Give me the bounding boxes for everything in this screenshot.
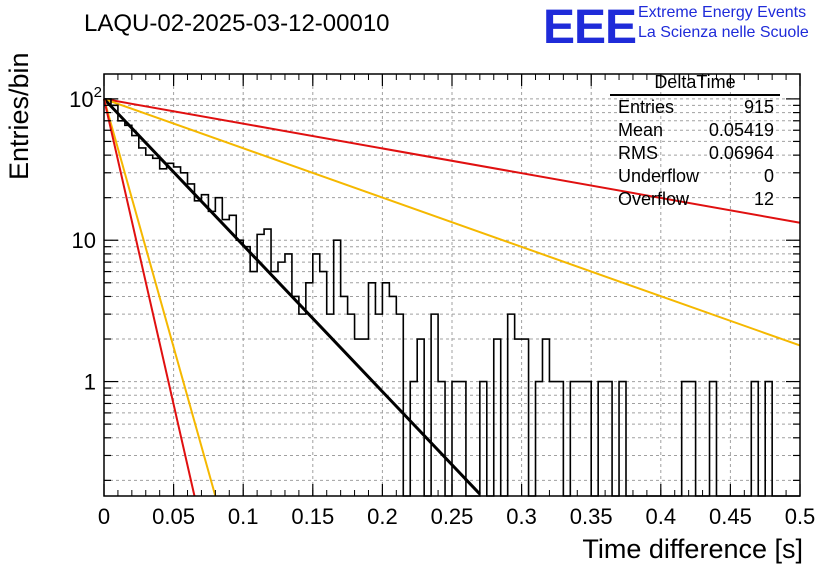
- stats-row-rms: RMS 0.06964: [612, 142, 780, 165]
- stats-label: Underflow: [618, 166, 700, 186]
- logo-subtitle-2: La Scienza nelle Scuole: [638, 24, 809, 41]
- x-tick-label: 0.15: [291, 504, 334, 529]
- x-axis-label: Time difference [s]: [582, 534, 803, 564]
- stats-row-overflow: Overflow 12: [612, 188, 780, 211]
- stats-value: 0.05419: [708, 120, 774, 140]
- stats-label: Entries: [618, 97, 675, 117]
- x-tick-label: 0.45: [709, 504, 752, 529]
- fit-line-orange: [103, 97, 801, 347]
- x-tick-label: 0.3: [506, 504, 537, 529]
- fit-line-orange: [103, 98, 217, 497]
- y-tick-label: 1: [84, 370, 96, 395]
- stats-box: DeltaTime Entries 915 Mean 0.05419 RMS 0…: [610, 72, 780, 211]
- y-tick-label: 102: [69, 84, 102, 112]
- x-tick-labels: 0 0.05 0.1 0.15 0.2 0.25 0.3 0.35 0.4 0.45 0.5: [98, 504, 815, 529]
- y-axis-label: Entries/bin: [4, 52, 34, 180]
- stats-value: 0.06964: [708, 143, 774, 163]
- stats-label: RMS: [618, 143, 658, 163]
- chart-title: LAQU-02-2025-03-12-00010: [84, 10, 390, 37]
- axis-ticks: [103, 74, 801, 496]
- stats-label: Overflow: [618, 189, 690, 209]
- grid: [104, 74, 800, 496]
- stats-row-underflow: Underflow 0: [612, 165, 780, 188]
- x-tick-label: 0.5: [785, 504, 816, 529]
- x-tick-label: 0.05: [152, 504, 195, 529]
- stats-value: 915: [743, 97, 774, 117]
- eee-logo: EEE: [543, 1, 637, 54]
- x-tick-label: 0.1: [228, 504, 259, 529]
- x-tick-label: 0.2: [367, 504, 398, 529]
- stats-row-entries: Entries 915: [612, 96, 780, 119]
- fit-line-red: [103, 97, 801, 224]
- x-tick-label: 0.4: [646, 504, 677, 529]
- x-tick-label: 0.25: [431, 504, 474, 529]
- fit-line-red: [103, 98, 196, 497]
- stats-title: DeltaTime: [610, 72, 780, 96]
- stats-value: 12: [753, 189, 774, 209]
- y-tick-labels: 1 10 102: [69, 84, 102, 395]
- stats-row-mean: Mean 0.05419: [612, 119, 780, 142]
- x-tick-label: 0: [98, 504, 110, 529]
- x-tick-label: 0.35: [570, 504, 613, 529]
- stats-value: 0: [763, 166, 774, 186]
- logo-subtitle-1: Extreme Energy Events: [638, 4, 807, 21]
- stats-label: Mean: [618, 120, 664, 140]
- y-tick-label: 10: [72, 228, 96, 253]
